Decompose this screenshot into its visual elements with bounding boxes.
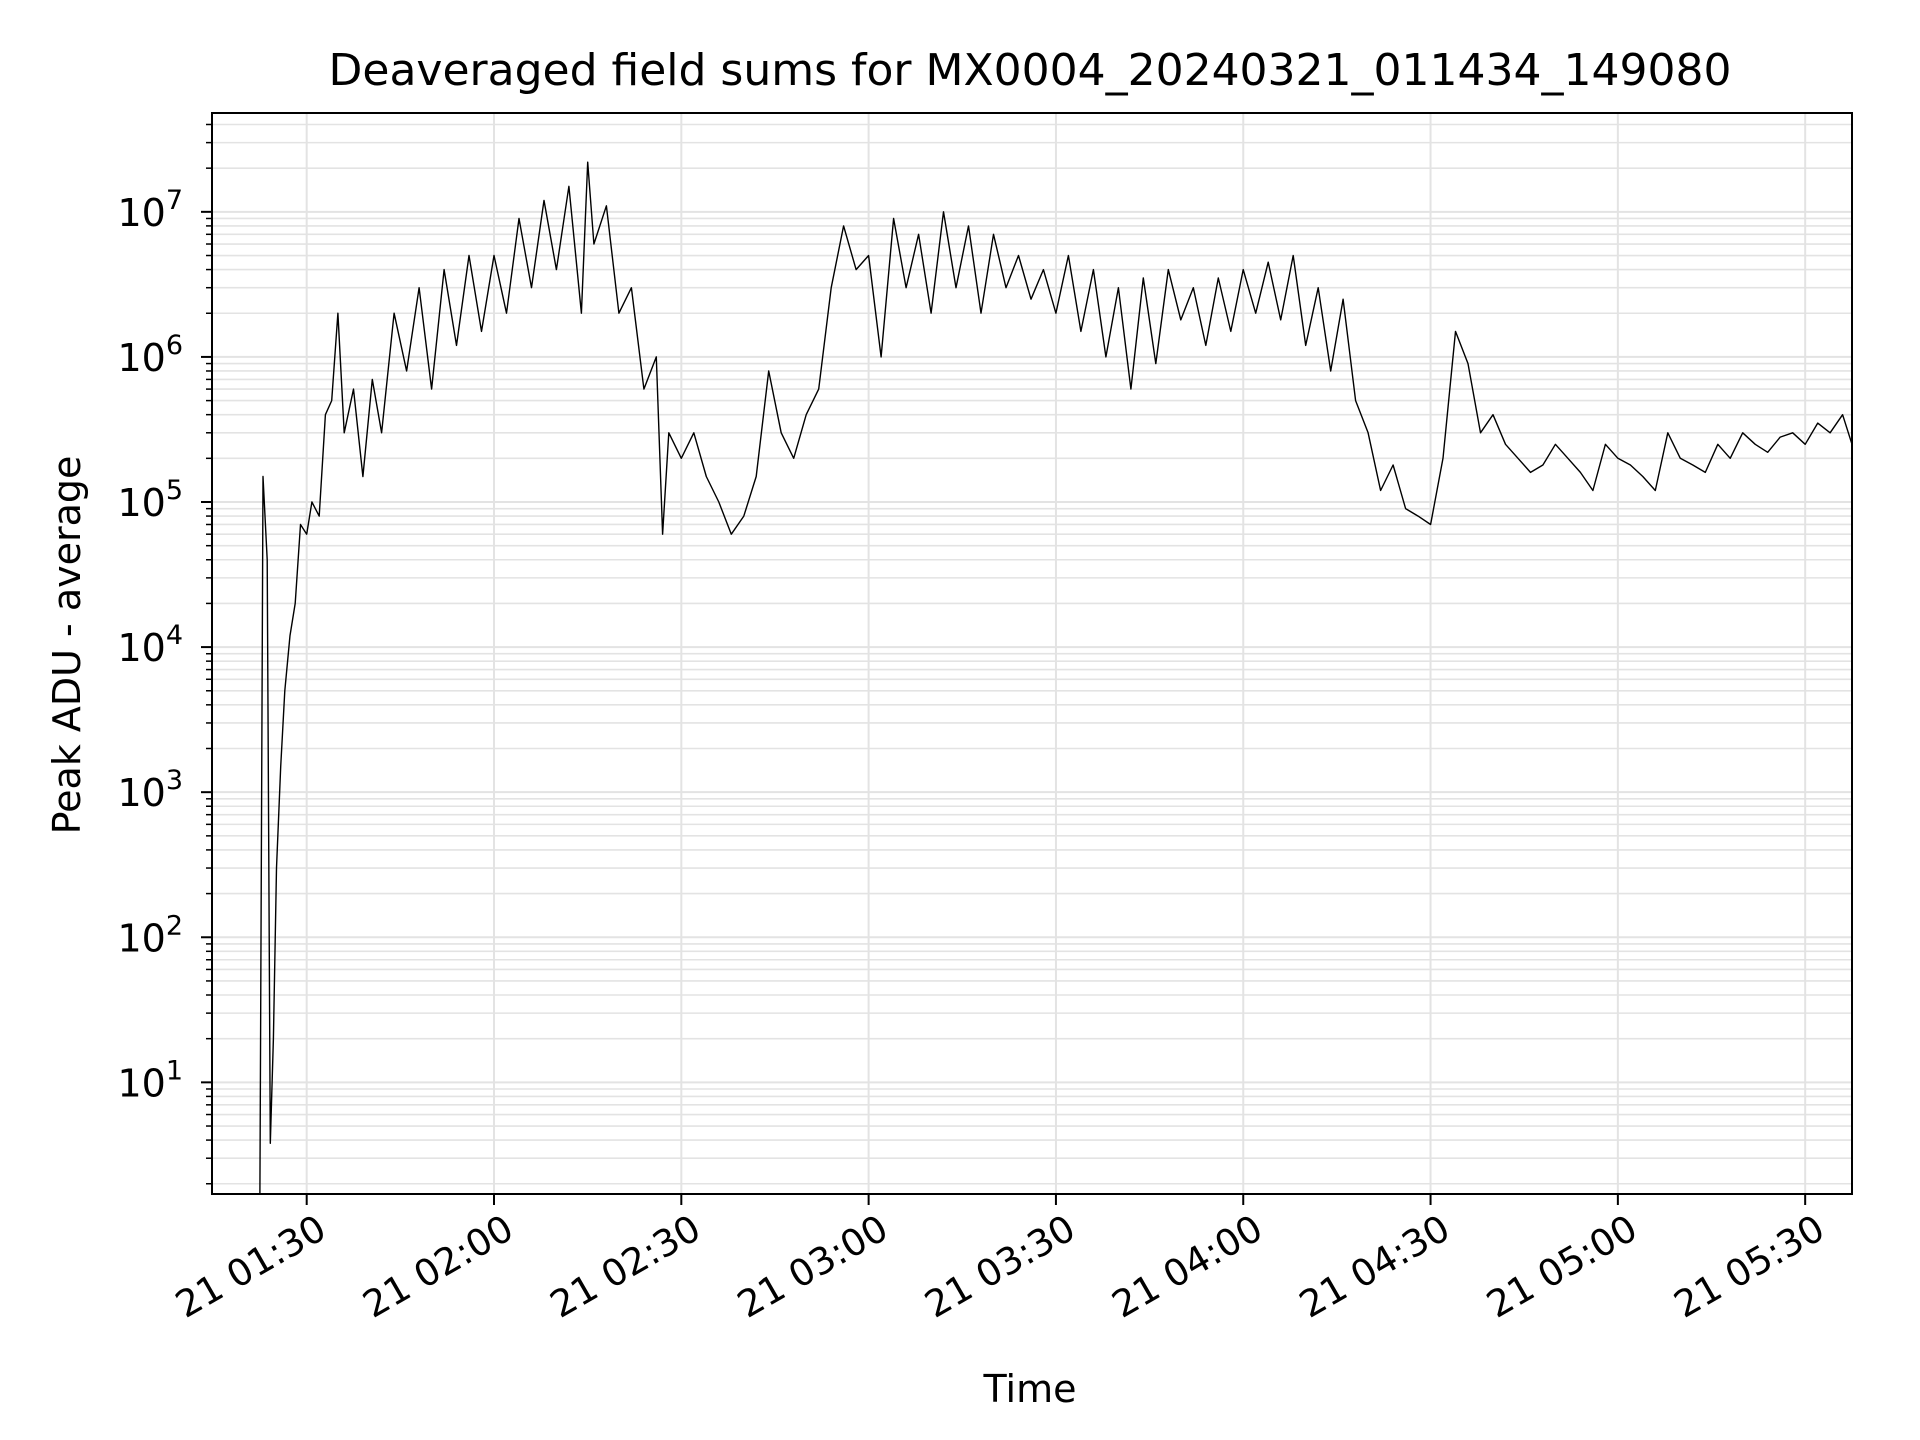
x-tick-label: 21 01:30 (168, 1207, 333, 1327)
x-tick-label: 21 05:00 (1480, 1207, 1645, 1327)
chart-title: Deaveraged field sums for MX0004_2024032… (329, 45, 1732, 96)
y-tick-label: 107 (117, 185, 183, 235)
y-tick-label: 105 (117, 475, 183, 525)
x-tick-label: 21 04:30 (1292, 1207, 1457, 1327)
y-axis-label: Peak ADU - average (45, 456, 89, 835)
y-tick-label: 106 (117, 330, 183, 380)
x-ticks: 21 01:30 21 02:00 21 02:30 21 03:00 21 03:30… (168, 1194, 1832, 1327)
y-tick-label: 102 (117, 910, 183, 960)
x-axis-label: Time (983, 1367, 1077, 1411)
x-tick-label: 21 03:00 (730, 1207, 895, 1327)
x-tick-label: 21 04:00 (1105, 1207, 1270, 1327)
x-tick-label: 21 05:30 (1667, 1207, 1832, 1327)
x-tick-label: 21 02:30 (543, 1207, 708, 1327)
y-tick-label: 101 (117, 1055, 183, 1105)
x-tick-label: 21 02:00 (356, 1207, 521, 1327)
grid (212, 113, 1852, 1194)
y-tick-label: 103 (117, 765, 183, 815)
y-ticks: 101 102 103 104 105 106 107 (117, 123, 212, 1185)
y-tick-label: 104 (117, 620, 183, 670)
x-tick-label: 21 03:30 (918, 1207, 1083, 1327)
series-line-0 (259, 161, 1852, 1194)
series-layer (259, 161, 1852, 1194)
